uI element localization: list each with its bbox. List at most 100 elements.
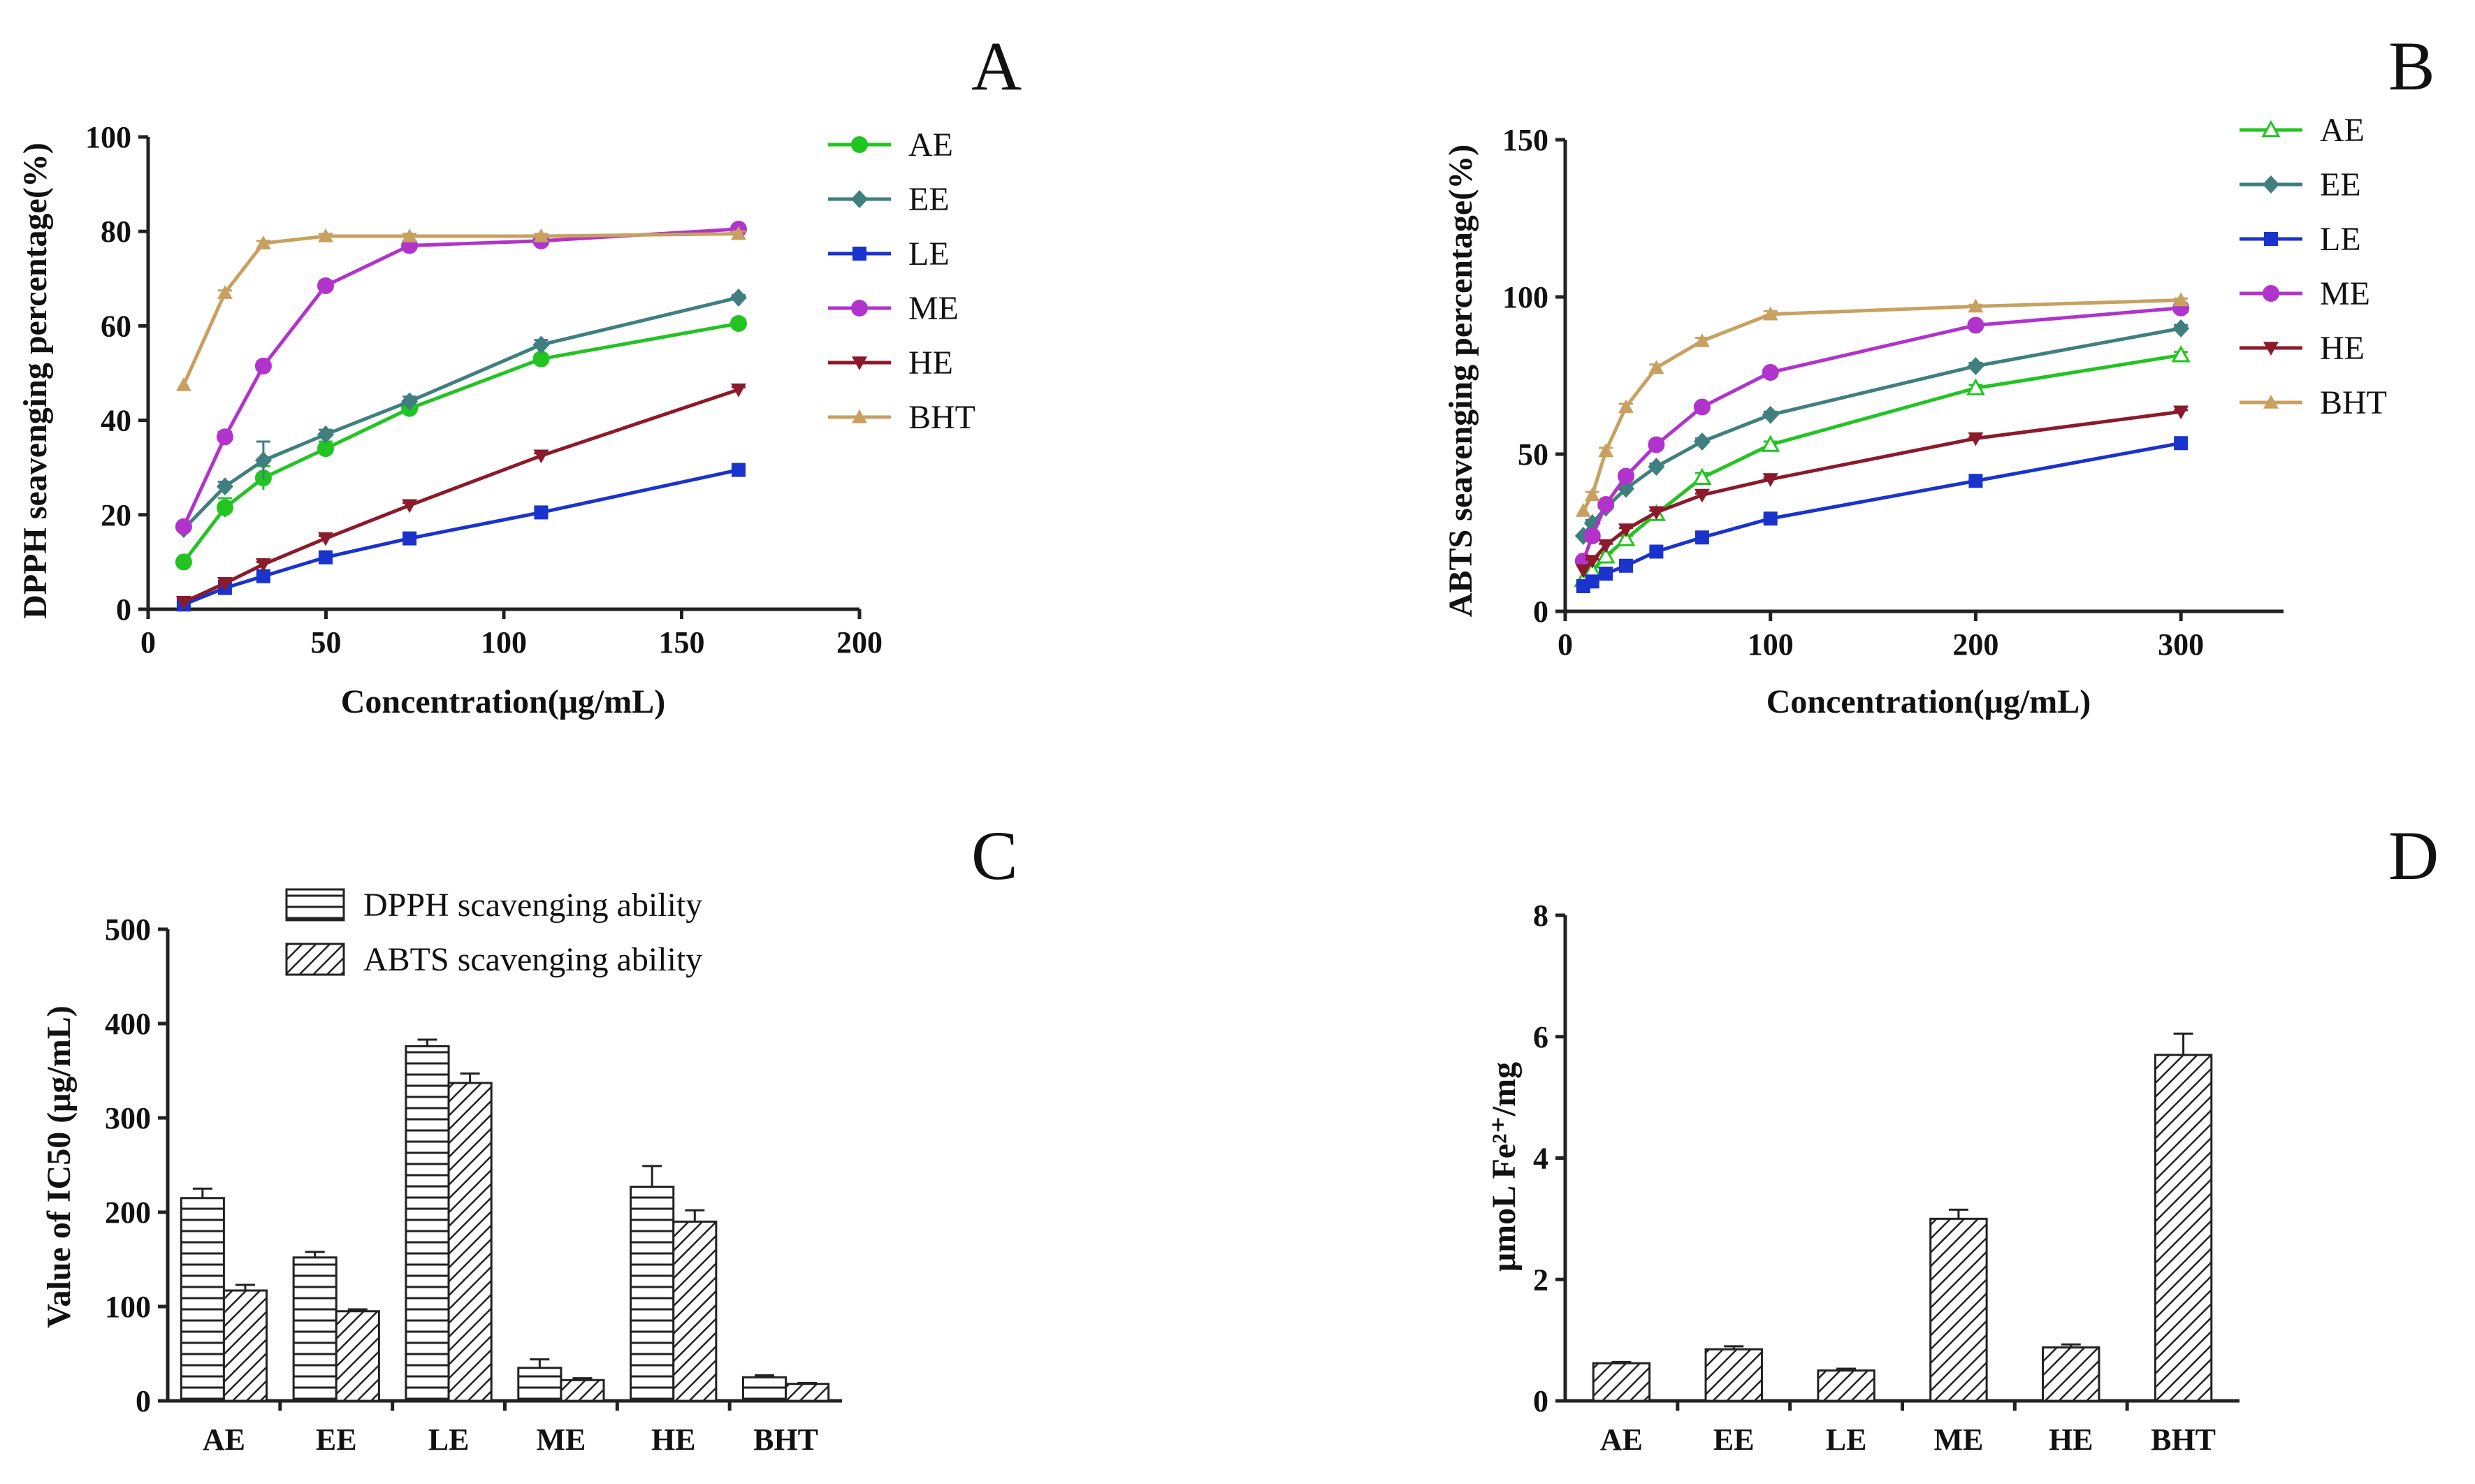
series-me	[1574, 299, 2190, 569]
data-point	[1648, 436, 1665, 453]
legend-label: BHT	[2320, 384, 2387, 421]
bar-ae	[222, 1289, 268, 1402]
bar-he	[630, 1186, 675, 1402]
x-tick-label: AE	[1600, 1423, 1643, 1457]
legend-marker	[851, 136, 868, 153]
data-point	[1585, 574, 1599, 589]
bar-ee	[292, 1256, 338, 1402]
series-bht	[1575, 292, 2189, 517]
series-he	[175, 383, 746, 610]
data-point	[317, 532, 333, 546]
data-point	[254, 451, 272, 470]
data-point	[730, 383, 746, 398]
legend-label: ME	[908, 290, 959, 327]
y-tick-label: 100	[85, 120, 131, 154]
legend-swatch	[285, 888, 345, 922]
y-tick-label: 100	[105, 1290, 151, 1324]
data-point	[317, 228, 333, 242]
legend-marker	[2261, 119, 2281, 138]
legend-label: AE	[2320, 112, 2365, 149]
chart-a-marks	[175, 220, 747, 612]
data-point	[402, 531, 417, 546]
legend-marker	[851, 190, 868, 208]
data-point	[1762, 405, 1779, 424]
data-point	[532, 335, 550, 354]
series-line-le	[182, 468, 739, 606]
series-he	[1575, 405, 2189, 579]
x-tick-label: 100	[1748, 627, 1794, 662]
data-point	[1575, 564, 1591, 579]
x-tick-label: EE	[1713, 1423, 1755, 1457]
data-point	[1966, 378, 1985, 395]
x-tick-label: 0	[1558, 627, 1573, 662]
chart-a-legend: AE EE LE ME HE BHT	[828, 126, 975, 436]
data-point	[217, 285, 233, 299]
x-tick-label: 50	[311, 625, 342, 660]
panel-letter-d: D	[2388, 817, 2439, 894]
data-point	[1761, 435, 1780, 452]
y-tick-label: 400	[105, 1007, 151, 1041]
chart-c-ic50: 0 100 200 300 400 500 AE EE LE ME HE BHT DPPH scave…	[41, 887, 842, 1457]
series-ae	[175, 315, 747, 571]
y-tick-label: 0	[1533, 595, 1548, 629]
series-bht	[175, 226, 746, 391]
x-tick-label: 300	[2158, 627, 2204, 662]
data-point	[1618, 399, 1634, 414]
legend-label: ABTS scavenging ability	[363, 941, 702, 978]
bar-me	[517, 1367, 562, 1402]
data-point	[1648, 506, 1664, 521]
data-point	[1968, 432, 1984, 446]
chart-a-xlabel: Concentration(μg/mL)	[341, 683, 665, 720]
legend-entry-abts-scavenging-ability: ABTS scavenging ability	[285, 941, 702, 978]
legend-entry-ae: AE	[2240, 112, 2365, 149]
legend-entry-le: LE	[2240, 221, 2361, 258]
data-point	[1967, 357, 1984, 375]
legend-swatch	[285, 943, 345, 976]
data-point	[1584, 555, 1600, 569]
data-point	[216, 499, 233, 516]
legend-entry-ee: EE	[2240, 166, 2361, 203]
data-point	[1968, 474, 1983, 488]
y-tick-label: 300	[105, 1101, 151, 1135]
series-ae	[1574, 345, 2191, 588]
x-tick-label: LE	[428, 1423, 470, 1457]
data-point	[1584, 487, 1600, 502]
data-point	[216, 428, 233, 446]
chart-d-marks	[1592, 1032, 2213, 1402]
y-tick-label: 0	[136, 1384, 151, 1418]
chart-b-legend: AE EE LE ME HE BHT	[2240, 112, 2387, 421]
legend-marker	[852, 409, 867, 423]
bar-ae	[180, 1197, 225, 1402]
y-tick-label: 2	[1533, 1263, 1548, 1297]
chart-a-ylabel: DPPH seavenging percentage(%)	[17, 143, 54, 619]
y-tick-label: 50	[1518, 437, 1548, 472]
legend-entry-he: HE	[2240, 330, 2365, 367]
panel-letter-c: C	[971, 817, 1018, 894]
bars-dpph-scavenging-ability	[180, 1038, 788, 1402]
data-point	[1763, 511, 1778, 526]
data-point	[255, 235, 271, 249]
bars-abts-scavenging-ability	[222, 1072, 830, 1402]
x-tick-label: 0	[140, 625, 156, 660]
data-point	[731, 463, 746, 477]
legend-entry-bht: BHT	[828, 399, 975, 436]
legend-marker	[852, 247, 866, 261]
y-tick-label: 20	[101, 498, 131, 532]
data-point	[1694, 530, 1709, 545]
x-tick-label: HE	[651, 1423, 696, 1457]
legend-entry-bht: BHT	[2240, 384, 2387, 421]
data-point	[533, 449, 549, 464]
chart-b-xlabel: Concentration(μg/mL)	[1766, 683, 2091, 720]
bar-he	[2042, 1346, 2100, 1402]
x-tick-label: 200	[836, 625, 883, 660]
data-point	[254, 357, 272, 374]
legend-entry-he: HE	[828, 344, 953, 381]
x-tick-label: BHT	[2151, 1423, 2216, 1457]
data-point	[216, 477, 233, 496]
y-tick-label: 150	[1502, 123, 1548, 157]
data-point	[1618, 523, 1634, 537]
legend-entry-ae: AE	[828, 126, 953, 163]
y-tick-label: 0	[116, 592, 131, 627]
x-tick-label: ME	[536, 1423, 586, 1457]
data-point	[1648, 360, 1664, 374]
